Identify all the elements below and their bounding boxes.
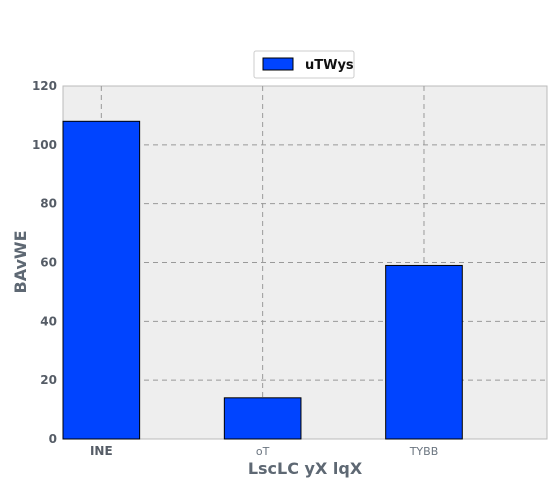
plot-area [62,85,548,440]
bar-ot [223,397,302,440]
y-tick-label: 60 [40,256,57,270]
y-tick-label: 120 [32,79,57,93]
legend-swatch [262,57,294,71]
y-tick-label: 20 [40,373,57,387]
bar-tybb [385,264,463,440]
bars [62,120,463,440]
x-axis-label: LscLC yX lqX [248,459,363,478]
legend-label: uTWys [305,58,354,73]
y-tick-label: 0 [49,432,57,446]
y-tick-label: 80 [40,197,57,211]
bar-ine [62,120,141,440]
y-axis-label: BAvWE [11,230,30,293]
y-axis-ticks: 0 20 40 60 80 100 120 [32,79,57,446]
y-tick-label: 40 [40,314,57,328]
legend: uTWys [253,50,355,79]
x-tick-label: oT [256,445,270,458]
x-axis-ticks: INE oT TYBB [90,444,438,458]
x-tick-label: TYBB [409,445,439,458]
x-tick-label: INE [90,444,113,458]
y-tick-label: 100 [32,138,57,152]
